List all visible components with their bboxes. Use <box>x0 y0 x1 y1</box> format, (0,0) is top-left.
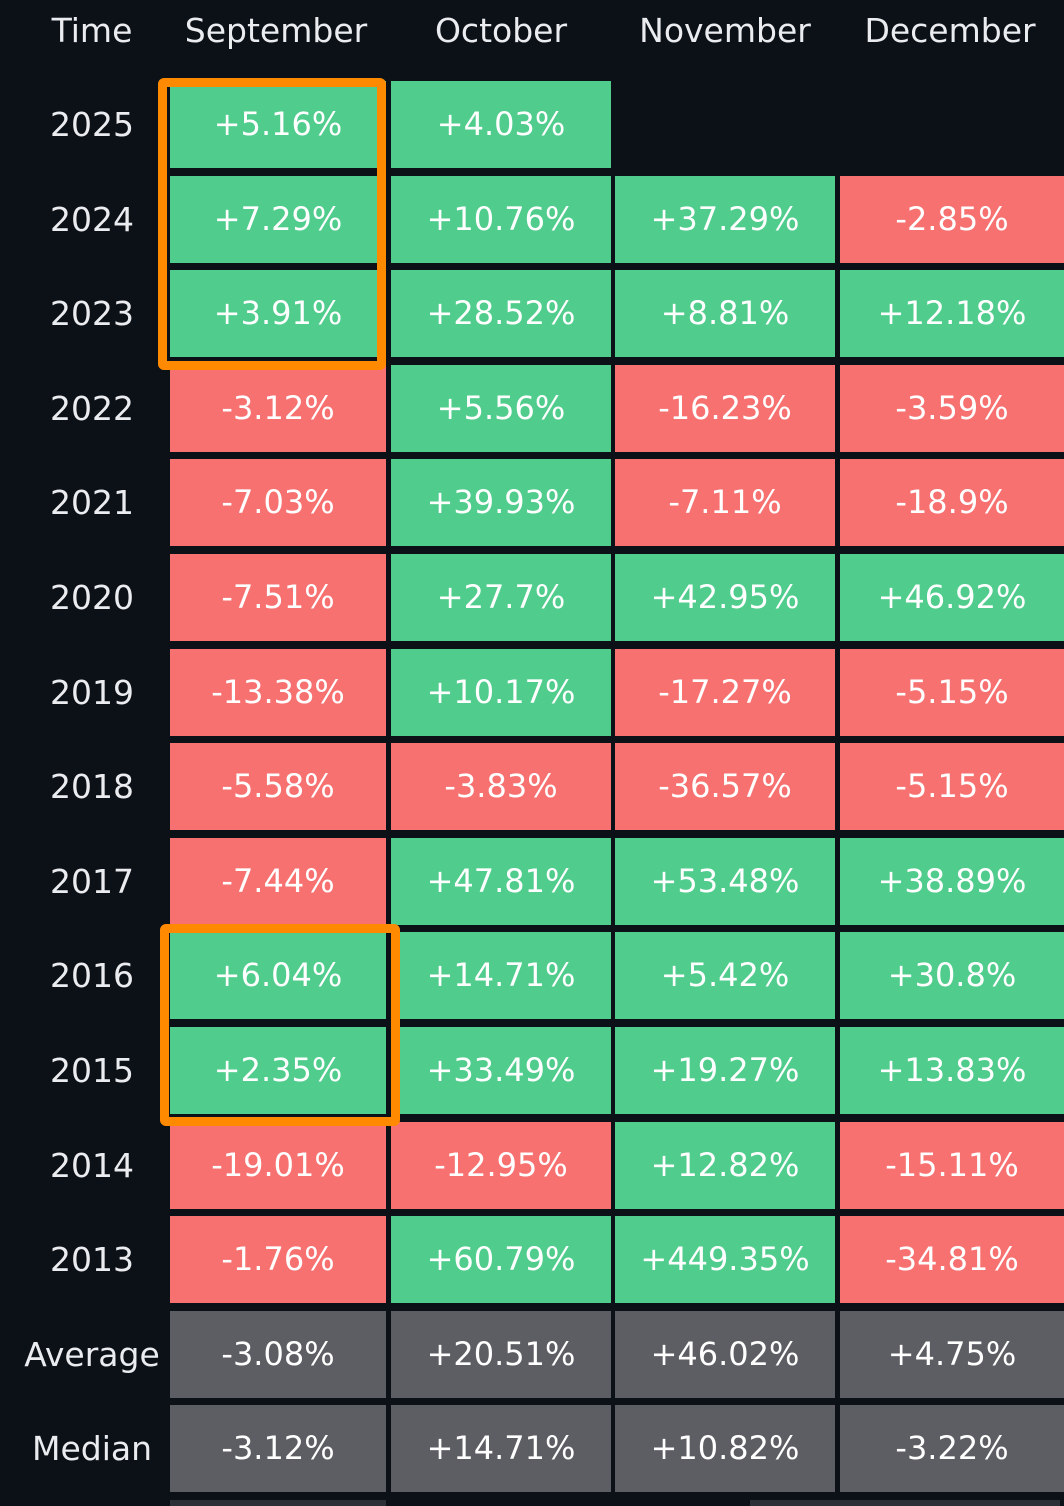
return-cell-september[interactable]: -1.76% <box>170 1216 386 1303</box>
return-cell-october[interactable]: +47.81% <box>391 838 611 925</box>
year-label: 2014 <box>50 1146 134 1185</box>
return-cell-december[interactable]: -5.15% <box>840 743 1064 830</box>
year-label: 2017 <box>50 862 134 901</box>
summary-cell-october[interactable]: +20.51% <box>391 1311 611 1398</box>
summary-cell-september[interactable]: -3.12% <box>170 1405 386 1492</box>
return-cell-november[interactable]: +5.42% <box>615 932 835 1019</box>
return-cell-october[interactable]: +5.56% <box>391 365 611 452</box>
return-cell-september[interactable]: -3.12% <box>170 365 386 452</box>
return-cell-october[interactable]: +10.17% <box>391 649 611 736</box>
return-cell-december[interactable]: +38.89% <box>840 838 1064 925</box>
return-cell-december[interactable]: -34.81% <box>840 1216 1064 1303</box>
return-cell-november[interactable]: -7.11% <box>615 459 835 546</box>
header-december[interactable]: December <box>864 11 1036 50</box>
return-cell-september[interactable]: +2.35% <box>170 1027 386 1114</box>
return-cell-november[interactable]: +449.35% <box>615 1216 835 1303</box>
return-cell-september[interactable]: +5.16% <box>170 81 386 168</box>
year-label: 2013 <box>50 1240 134 1279</box>
summary-cell-november[interactable]: +10.82% <box>615 1405 835 1492</box>
return-cell-november[interactable]: +8.81% <box>615 270 835 357</box>
return-cell-october[interactable]: +10.76% <box>391 176 611 263</box>
return-cell-september[interactable]: +3.91% <box>170 270 386 357</box>
header-time[interactable]: Time <box>51 11 133 50</box>
return-cell-december[interactable]: +30.8% <box>840 932 1064 1019</box>
year-label: 2018 <box>50 767 134 806</box>
return-cell-november[interactable]: +37.29% <box>615 176 835 263</box>
summary-cell-december[interactable]: +4.75% <box>840 1311 1064 1398</box>
return-cell-november[interactable]: +19.27% <box>615 1027 835 1114</box>
return-cell-october[interactable]: +60.79% <box>391 1216 611 1303</box>
year-label: 2015 <box>50 1051 134 1090</box>
return-cell-september[interactable]: +6.04% <box>170 932 386 1019</box>
year-label: 2024 <box>50 200 134 239</box>
summary-cell-october[interactable]: +14.71% <box>391 1405 611 1492</box>
return-cell-december[interactable]: +46.92% <box>840 554 1064 641</box>
year-label: 2025 <box>50 105 134 144</box>
return-cell-december[interactable]: -15.11% <box>840 1122 1064 1209</box>
scroll-edge-0 <box>170 1500 386 1506</box>
return-cell-october[interactable]: -3.83% <box>391 743 611 830</box>
year-label: 2023 <box>50 294 134 333</box>
return-cell-november[interactable]: +42.95% <box>615 554 835 641</box>
header-november[interactable]: November <box>639 11 811 50</box>
return-cell-september[interactable]: +7.29% <box>170 176 386 263</box>
year-label: 2019 <box>50 673 134 712</box>
year-label: 2021 <box>50 483 134 522</box>
return-cell-september[interactable]: -13.38% <box>170 649 386 736</box>
return-cell-december[interactable]: -2.85% <box>840 176 1064 263</box>
return-cell-december[interactable]: +12.18% <box>840 270 1064 357</box>
return-cell-october[interactable]: +4.03% <box>391 81 611 168</box>
summary-cell-september[interactable]: -3.08% <box>170 1311 386 1398</box>
return-cell-september[interactable]: -5.58% <box>170 743 386 830</box>
scroll-edge-1 <box>750 1500 1060 1506</box>
header-september[interactable]: September <box>184 11 368 50</box>
return-cell-september[interactable]: -7.03% <box>170 459 386 546</box>
return-cell-october[interactable]: -12.95% <box>391 1122 611 1209</box>
summary-label-average: Average <box>24 1335 160 1374</box>
return-cell-september[interactable]: -19.01% <box>170 1122 386 1209</box>
return-cell-november[interactable]: -17.27% <box>615 649 835 736</box>
header-october[interactable]: October <box>434 11 568 50</box>
year-label: 2022 <box>50 389 134 428</box>
return-cell-december[interactable]: -18.9% <box>840 459 1064 546</box>
return-cell-october[interactable]: +39.93% <box>391 459 611 546</box>
return-cell-november[interactable]: -16.23% <box>615 365 835 452</box>
return-cell-october[interactable]: +27.7% <box>391 554 611 641</box>
summary-cell-november[interactable]: +46.02% <box>615 1311 835 1398</box>
return-cell-october[interactable]: +28.52% <box>391 270 611 357</box>
return-cell-november[interactable]: -36.57% <box>615 743 835 830</box>
summary-cell-december[interactable]: -3.22% <box>840 1405 1064 1492</box>
return-cell-december[interactable]: -5.15% <box>840 649 1064 736</box>
summary-label-median: Median <box>31 1429 153 1468</box>
return-cell-december[interactable]: +13.83% <box>840 1027 1064 1114</box>
return-cell-september[interactable]: -7.51% <box>170 554 386 641</box>
return-cell-september[interactable]: -7.44% <box>170 838 386 925</box>
return-cell-october[interactable]: +33.49% <box>391 1027 611 1114</box>
year-label: 2016 <box>50 956 134 995</box>
return-cell-november[interactable]: +53.48% <box>615 838 835 925</box>
year-label: 2020 <box>50 578 134 617</box>
return-cell-october[interactable]: +14.71% <box>391 932 611 1019</box>
return-cell-november[interactable]: +12.82% <box>615 1122 835 1209</box>
return-cell-december[interactable]: -3.59% <box>840 365 1064 452</box>
